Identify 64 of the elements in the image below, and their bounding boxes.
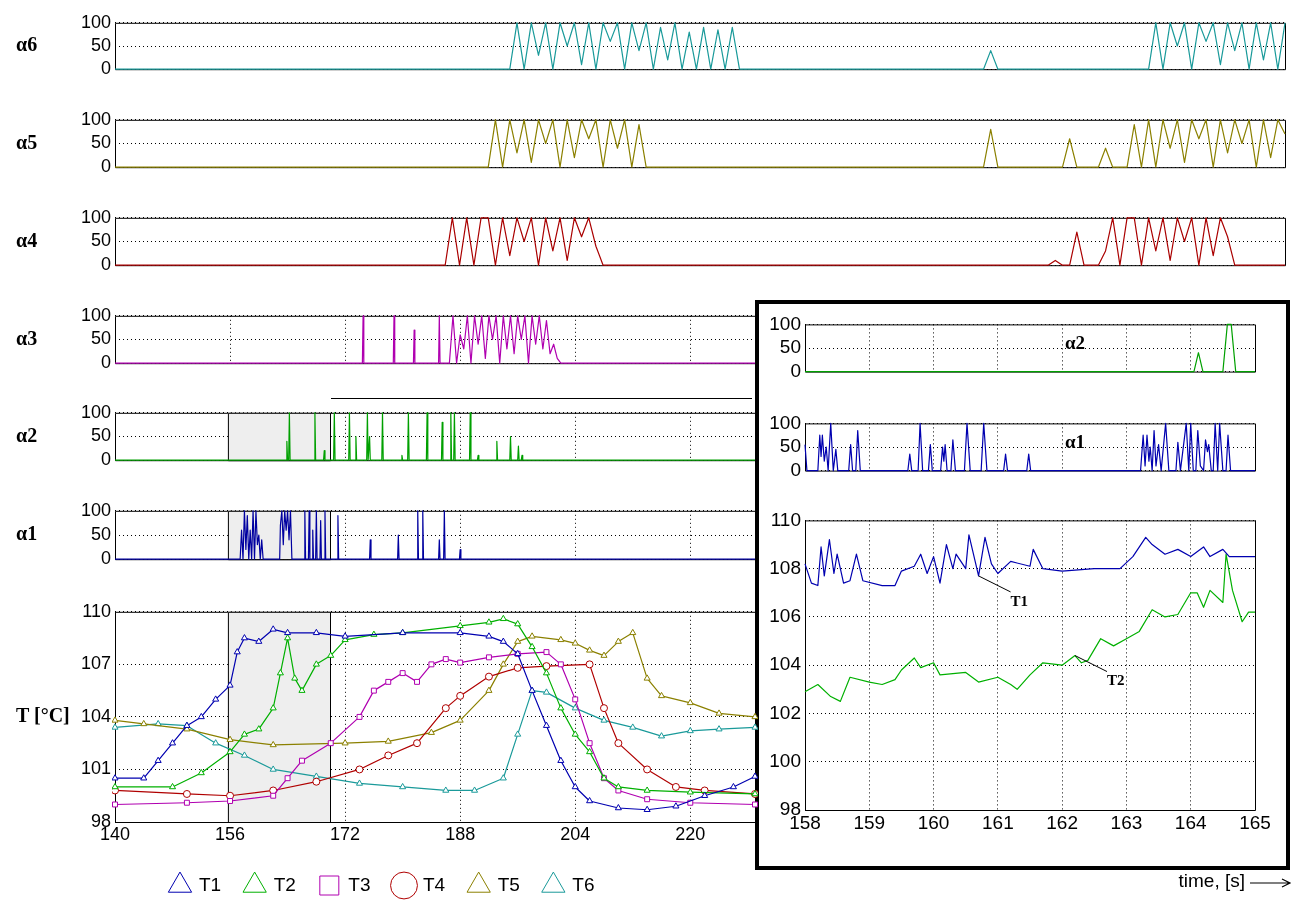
y-tick-label: 104 bbox=[80, 705, 111, 726]
chart-title: α1 bbox=[1064, 431, 1086, 453]
x-tick-label: 172 bbox=[330, 823, 361, 844]
legend-label: T6 bbox=[572, 873, 595, 895]
y-axis-title: α1 bbox=[16, 522, 38, 545]
y-tick-label: 50 bbox=[90, 34, 111, 55]
y-axis-title: α5 bbox=[16, 130, 38, 153]
y-tick-label: 50 bbox=[90, 230, 111, 251]
y-tick-label: 100 bbox=[769, 749, 801, 771]
y-tick-label: 101 bbox=[80, 758, 111, 779]
y-tick-label: 102 bbox=[769, 701, 801, 723]
y-axis-title: α4 bbox=[16, 228, 38, 251]
y-tick-label: 0 bbox=[100, 58, 111, 79]
y-tick-label: 0 bbox=[100, 449, 111, 470]
x-tick-label: 204 bbox=[560, 823, 591, 844]
y-tick-label: 50 bbox=[90, 523, 111, 544]
x-tick-label: 188 bbox=[445, 823, 476, 844]
y-tick-label: 110 bbox=[770, 508, 801, 530]
y-tick-label: 107 bbox=[80, 653, 111, 674]
x-tick-label: 165 bbox=[1239, 811, 1271, 833]
y-tick-label: 0 bbox=[100, 352, 111, 373]
y-tick-label: 100 bbox=[80, 401, 111, 422]
y-tick-label: 100 bbox=[769, 411, 801, 433]
legend-label: T4 bbox=[423, 873, 446, 895]
y-tick-label: 108 bbox=[769, 556, 801, 578]
legend-label: T5 bbox=[497, 873, 520, 895]
y-tick-label: 104 bbox=[769, 653, 802, 675]
y-tick-label: 50 bbox=[779, 336, 801, 358]
y-tick-label: 100 bbox=[80, 11, 111, 32]
y-tick-label: 100 bbox=[80, 304, 111, 325]
y-axis-title: α6 bbox=[16, 33, 38, 56]
y-axis-title: T [°C] bbox=[16, 704, 70, 727]
y-tick-label: 100 bbox=[769, 312, 801, 334]
y-tick-label: 0 bbox=[100, 156, 111, 177]
y-tick-label: 0 bbox=[100, 548, 111, 569]
legend-label: T1 bbox=[198, 873, 222, 895]
y-tick-label: 110 bbox=[82, 600, 111, 621]
x-tick-label: 159 bbox=[853, 811, 886, 833]
x-tick-label: 160 bbox=[917, 811, 950, 833]
annotation: T2 bbox=[1107, 672, 1125, 689]
x-axis-title: time, [s] bbox=[1178, 870, 1245, 892]
y-tick-label: 0 bbox=[790, 359, 801, 381]
x-tick-label: 162 bbox=[1046, 811, 1078, 833]
x-tick-label: 161 bbox=[982, 811, 1014, 833]
y-tick-label: 0 bbox=[100, 254, 111, 275]
y-tick-label: 100 bbox=[80, 108, 111, 129]
x-tick-label: 156 bbox=[215, 823, 246, 844]
annotation: T1 bbox=[1010, 592, 1029, 609]
x-tick-label: 164 bbox=[1174, 811, 1207, 833]
y-tick-label: 106 bbox=[769, 605, 801, 627]
legend-label: T2 bbox=[273, 873, 296, 895]
y-tick-label: 100 bbox=[80, 206, 111, 227]
y-tick-label: 50 bbox=[90, 132, 111, 153]
y-tick-label: 50 bbox=[779, 435, 801, 457]
y-tick-label: 50 bbox=[90, 425, 111, 446]
legend-label: T3 bbox=[348, 873, 371, 895]
y-axis-title: α3 bbox=[16, 326, 38, 349]
y-tick-label: 100 bbox=[80, 499, 111, 520]
chart-title: α2 bbox=[1064, 332, 1086, 354]
y-axis-title: α2 bbox=[16, 423, 38, 446]
x-tick-label: 163 bbox=[1110, 811, 1143, 833]
y-tick-label: 0 bbox=[790, 458, 801, 480]
y-tick-label: 50 bbox=[90, 328, 111, 349]
x-tick-label: 220 bbox=[675, 823, 706, 844]
